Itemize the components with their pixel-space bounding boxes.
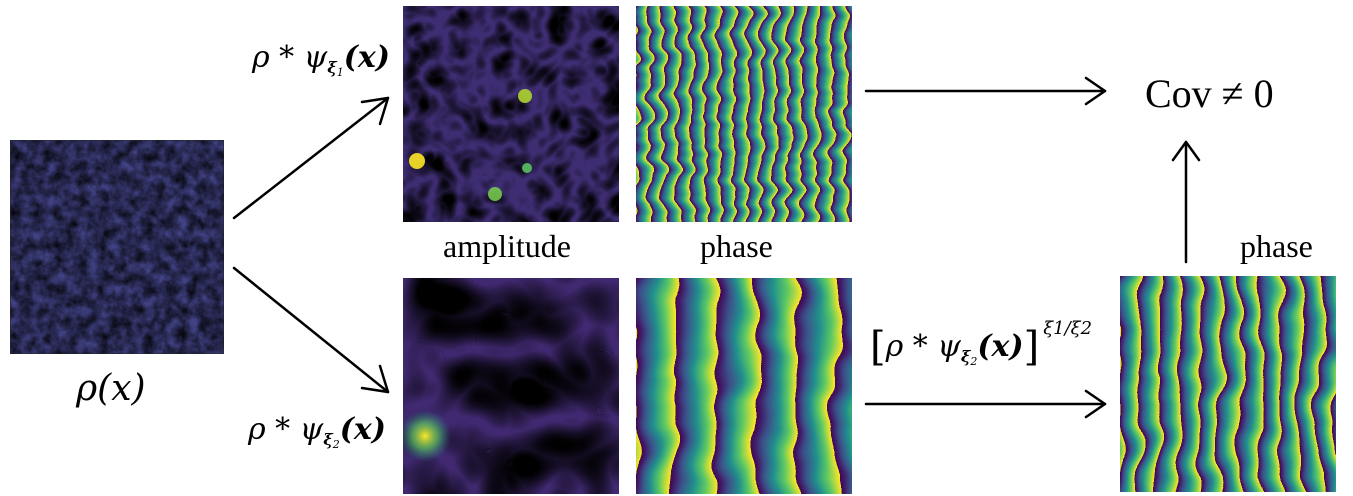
phase-panel-powered (1120, 276, 1336, 492)
branch1-label: ρ * ψξ1(x) (252, 40, 390, 79)
phase-panel-xi2 (636, 278, 852, 494)
arrow-up-to-cov (1171, 140, 1201, 264)
phase-panel-xi1 (636, 6, 852, 222)
amplitude-label: amplitude (443, 228, 571, 264)
density-label: ρ(x) (76, 368, 146, 409)
covariance-label: Cov ≠ 0 (1145, 71, 1274, 116)
arrow-to-branch1 (232, 96, 390, 220)
arrow-to-branch2 (232, 266, 390, 394)
density-field-image (10, 140, 224, 354)
amplitude-panel-xi2 (403, 278, 619, 494)
arrow-bottom-to-power (864, 389, 1107, 419)
phase-label-top: phase (700, 228, 773, 264)
amplitude-panel-xi1 (403, 6, 619, 222)
arrow-top-to-cov (864, 76, 1107, 106)
power-expression: [ρ * ψξ2(x)] ξ1/ξ2 (870, 318, 1093, 370)
phase-label-right: phase (1240, 228, 1313, 264)
branch2-label: ρ * ψξ2(x) (248, 412, 386, 451)
